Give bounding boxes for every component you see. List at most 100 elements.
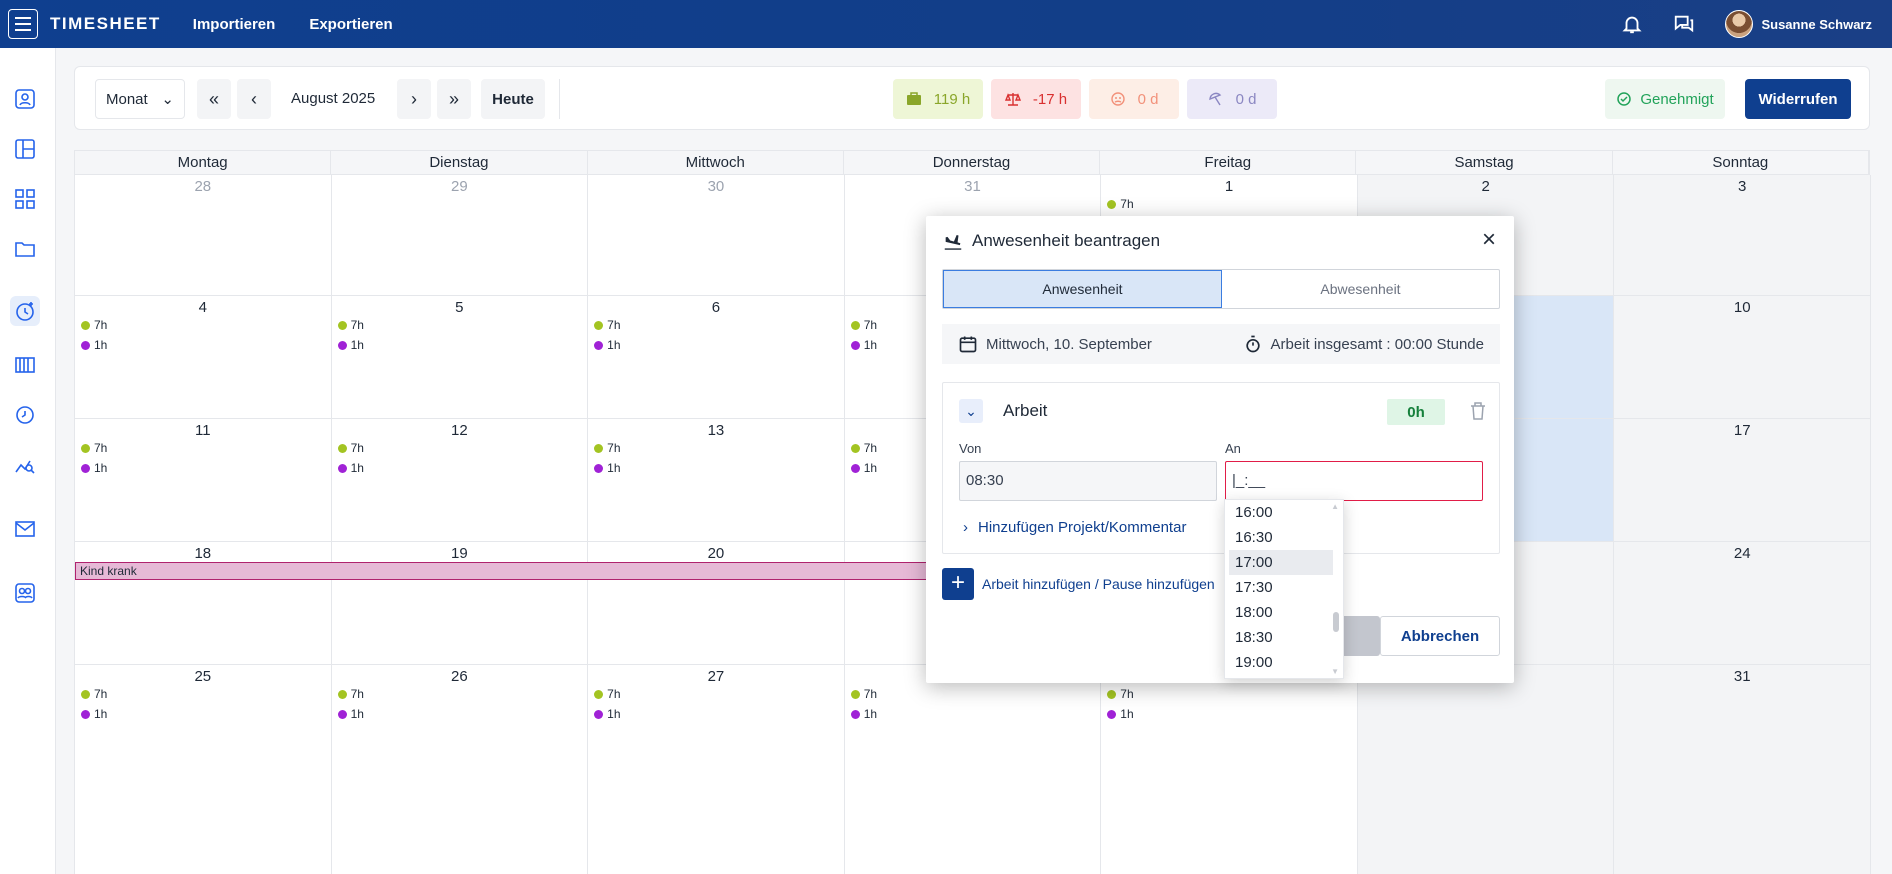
break-entry[interactable]: 1h: [337, 338, 364, 352]
time-option[interactable]: 16:30: [1235, 529, 1273, 546]
day-cell[interactable]: 20: [588, 542, 845, 665]
time-option[interactable]: 17:30: [1235, 579, 1273, 596]
day-number: 17: [1733, 422, 1751, 439]
day-cell[interactable]: 30: [1357, 665, 1615, 874]
day-cell[interactable]: 11 7h 1h: [75, 419, 332, 542]
day-cell[interactable]: 17: [1614, 419, 1871, 542]
break-entry[interactable]: 1h: [850, 707, 877, 721]
break-entry[interactable]: 1h: [337, 707, 364, 721]
work-entry[interactable]: 7h: [337, 318, 364, 332]
break-entry[interactable]: 1h: [594, 461, 621, 475]
to-time-input[interactable]: |_:__: [1225, 461, 1483, 501]
day-number: 18: [194, 545, 212, 562]
view-select[interactable]: Monat ⌄: [95, 79, 185, 119]
break-entry[interactable]: 1h: [81, 338, 107, 352]
bell-icon[interactable]: [1621, 13, 1643, 35]
clock-icon[interactable]: [10, 400, 40, 430]
day-cell[interactable]: 10: [1614, 296, 1871, 419]
user-icon[interactable]: [10, 84, 40, 114]
work-entry[interactable]: 7h: [594, 318, 621, 332]
avatar[interactable]: [1725, 10, 1754, 38]
break-entry[interactable]: 1h: [1107, 707, 1134, 721]
revoke-button[interactable]: Widerrufen: [1745, 79, 1851, 119]
nav-import[interactable]: Importieren: [192, 15, 276, 33]
day-cell[interactable]: 6 7h 1h: [588, 296, 845, 419]
work-entry[interactable]: 7h: [594, 687, 621, 701]
day-cell[interactable]: 12 7h 1h: [331, 419, 589, 542]
break-entry[interactable]: 1h: [850, 461, 877, 475]
team-icon[interactable]: [10, 578, 40, 608]
work-entry[interactable]: 7h: [850, 318, 877, 332]
time-option[interactable]: 18:30: [1235, 629, 1273, 646]
analytics-icon[interactable]: [10, 450, 40, 480]
break-entry[interactable]: 1h: [337, 461, 364, 475]
from-time-input[interactable]: 08:30: [959, 461, 1217, 501]
folder-icon[interactable]: [10, 234, 40, 264]
work-entry[interactable]: 7h: [337, 441, 364, 455]
chat-icon[interactable]: [1673, 13, 1695, 35]
day-cell[interactable]: 26 7h 1h: [331, 665, 589, 874]
next-month-button[interactable]: ›: [397, 79, 431, 119]
weekday-label: Mittwoch: [588, 151, 844, 174]
nav-export[interactable]: Exportieren: [309, 15, 393, 33]
day-cell[interactable]: 27 7h 1h: [588, 665, 845, 874]
break-entry[interactable]: 1h: [850, 338, 877, 352]
day-cell[interactable]: 29: [331, 175, 589, 296]
user-name[interactable]: Susanne Schwarz: [1761, 16, 1872, 32]
dashboard-icon[interactable]: [10, 134, 40, 164]
day-cell[interactable]: 3: [1614, 175, 1871, 296]
work-entry[interactable]: 7h: [81, 687, 107, 701]
weekday-label: Samstag: [1356, 151, 1613, 174]
day-cell[interactable]: 13 7h 1h: [588, 419, 845, 542]
day-cell[interactable]: 28: [75, 175, 332, 296]
break-entry[interactable]: 1h: [594, 707, 621, 721]
time-option[interactable]: 19:00: [1235, 654, 1273, 671]
break-dot: [81, 463, 90, 473]
work-entry[interactable]: 7h: [81, 441, 107, 455]
time-option[interactable]: 16:00: [1235, 504, 1273, 521]
day-cell[interactable]: 30: [588, 175, 845, 296]
day-cell[interactable]: 287h1h: [844, 665, 1102, 874]
break-entry[interactable]: 1h: [594, 338, 621, 352]
scroll-up-icon[interactable]: ▲: [1331, 502, 1339, 511]
day-cell[interactable]: 19: [331, 542, 589, 665]
work-entry[interactable]: 7h: [850, 687, 877, 701]
day-cell[interactable]: 18: [75, 542, 332, 665]
add-project-comment-link[interactable]: › Hinzufügen Projekt/Kommentar: [963, 519, 1186, 536]
scroll-down-icon[interactable]: ▼: [1331, 667, 1339, 676]
break-entry[interactable]: 1h: [81, 461, 107, 475]
break-entry[interactable]: 1h: [81, 707, 107, 721]
apps-icon[interactable]: [10, 184, 40, 214]
day-cell[interactable]: 24: [1614, 542, 1871, 665]
day-cell[interactable]: 31: [1614, 665, 1871, 874]
work-entry[interactable]: 7h: [337, 687, 364, 701]
work-entry[interactable]: 7h: [1107, 687, 1134, 701]
time-option[interactable]: 18:00: [1235, 604, 1273, 621]
work-entry[interactable]: 7h: [594, 441, 621, 455]
chevron-down-icon[interactable]: ⌄: [959, 399, 983, 423]
today-button[interactable]: Heute: [481, 79, 545, 119]
add-work-break-link[interactable]: Arbeit hinzufügen / Pause hinzufügen: [982, 576, 1215, 592]
time-option[interactable]: 17:00: [1229, 550, 1333, 575]
close-icon[interactable]: ×: [1481, 226, 1496, 253]
next-year-button[interactable]: »: [437, 79, 471, 119]
menu-icon[interactable]: [8, 9, 38, 39]
tab-presence[interactable]: Anwesenheit: [943, 270, 1222, 308]
cancel-button[interactable]: Abbrechen: [1380, 616, 1500, 656]
work-entry[interactable]: 7h: [81, 318, 107, 332]
scrollbar[interactable]: [1333, 612, 1339, 632]
work-entry[interactable]: 7h: [850, 441, 877, 455]
trash-icon[interactable]: [1469, 401, 1487, 421]
day-cell[interactable]: 25 7h 1h: [75, 665, 332, 874]
prev-month-button[interactable]: ‹: [237, 79, 271, 119]
prev-year-button[interactable]: «: [197, 79, 231, 119]
tab-absence[interactable]: Abwesenheit: [1320, 281, 1401, 297]
work-entry[interactable]: 7h: [1107, 197, 1134, 211]
timesheet-icon[interactable]: [10, 296, 40, 326]
columns-icon[interactable]: [10, 350, 40, 380]
plus-icon[interactable]: +: [942, 568, 974, 600]
mail-icon[interactable]: [10, 514, 40, 544]
day-cell[interactable]: 5 7h 1h: [331, 296, 589, 419]
day-cell[interactable]: 4 7h 1h: [75, 296, 332, 419]
day-cell[interactable]: 297h1h: [1101, 665, 1358, 874]
